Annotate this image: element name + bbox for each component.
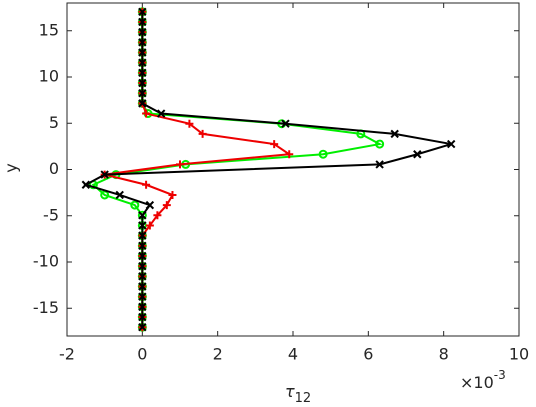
marker bbox=[142, 180, 151, 189]
marker bbox=[138, 282, 147, 291]
marker bbox=[138, 68, 147, 78]
x-label-subscript: 12 bbox=[295, 391, 312, 406]
marker bbox=[413, 150, 422, 159]
marker bbox=[162, 201, 171, 210]
marker bbox=[142, 109, 151, 118]
x-axis-label: τ12 bbox=[285, 382, 311, 406]
marker bbox=[318, 149, 328, 159]
y-axis-label: y bbox=[2, 163, 21, 172]
x-multiplier: ×10-3 bbox=[460, 368, 506, 392]
marker bbox=[145, 221, 154, 230]
marker bbox=[138, 48, 147, 57]
marker bbox=[138, 323, 147, 332]
y-tick-label: -10 bbox=[33, 252, 59, 271]
y-tick-label: 5 bbox=[49, 113, 59, 132]
marker bbox=[81, 180, 91, 189]
marker bbox=[185, 119, 194, 128]
marker bbox=[138, 312, 147, 322]
marker bbox=[138, 272, 147, 281]
marker bbox=[153, 211, 162, 220]
multiplier-power: -3 bbox=[494, 368, 506, 382]
x-tick-label: 0 bbox=[137, 345, 147, 364]
axes-box bbox=[66, 2, 520, 337]
marker bbox=[138, 302, 147, 312]
marker bbox=[138, 58, 147, 67]
marker bbox=[138, 38, 147, 47]
y-tick-label: 0 bbox=[49, 159, 59, 178]
y-tick-label: 10 bbox=[39, 67, 59, 86]
marker bbox=[138, 17, 147, 27]
marker bbox=[138, 292, 147, 301]
marker bbox=[100, 170, 109, 179]
marker bbox=[138, 88, 147, 98]
marker bbox=[145, 200, 155, 210]
marker bbox=[390, 129, 399, 139]
y-tick-label: -15 bbox=[33, 298, 59, 317]
marker bbox=[198, 129, 207, 138]
x-tick-label: -2 bbox=[59, 345, 75, 364]
line bbox=[83, 11, 452, 328]
marker bbox=[138, 7, 147, 16]
marker bbox=[138, 241, 147, 251]
marker bbox=[285, 150, 294, 159]
marker bbox=[446, 139, 456, 149]
marker bbox=[138, 211, 147, 220]
marker bbox=[138, 261, 147, 271]
marker bbox=[138, 231, 147, 240]
marker bbox=[270, 140, 279, 149]
marker bbox=[138, 99, 147, 108]
x-tick-label: 6 bbox=[363, 345, 373, 364]
x-tick-label: 8 bbox=[439, 345, 449, 364]
y-tick-label: -5 bbox=[43, 205, 59, 224]
marker bbox=[375, 160, 384, 169]
x-tick-label: 10 bbox=[509, 345, 529, 364]
marker bbox=[130, 200, 140, 210]
x-tick-label: 2 bbox=[213, 345, 223, 364]
x-tick-label: 4 bbox=[288, 345, 298, 364]
series bbox=[81, 7, 456, 332]
y-tick-label: 15 bbox=[39, 20, 59, 39]
marker bbox=[156, 109, 166, 118]
marker bbox=[168, 190, 177, 199]
marker bbox=[138, 251, 147, 261]
multiplier-base: ×10 bbox=[460, 373, 494, 392]
marker bbox=[115, 190, 124, 200]
marker bbox=[375, 139, 385, 149]
marker bbox=[138, 78, 147, 88]
marker bbox=[138, 27, 147, 37]
marker bbox=[281, 119, 290, 128]
marker bbox=[176, 160, 184, 169]
marker bbox=[138, 221, 147, 230]
x-label-symbol: τ bbox=[285, 382, 295, 401]
